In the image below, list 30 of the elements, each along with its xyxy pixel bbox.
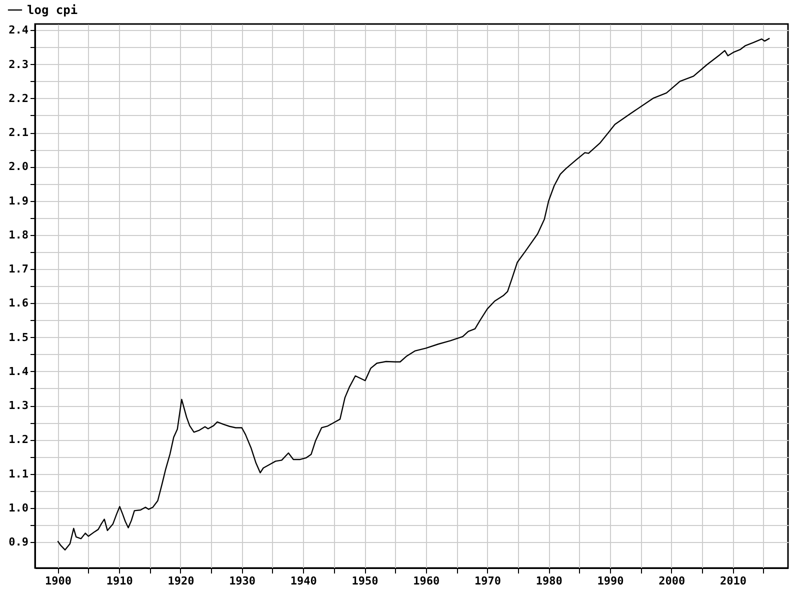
y-tick-label: 1.3: [8, 399, 28, 412]
x-tick-label: 1990: [597, 574, 624, 588]
y-tick-label: 1.2: [8, 433, 28, 446]
y-tick-label: 2.4: [8, 24, 29, 37]
x-tick-label: 2000: [658, 574, 686, 588]
y-tick-label: 1.8: [8, 228, 28, 242]
x-tick-label: 1900: [44, 574, 72, 588]
y-tick-label: 1.6: [8, 296, 29, 310]
y-tick-label: 1.5: [8, 330, 28, 344]
x-tick-label: 1920: [168, 574, 194, 588]
y-tick-label: 1.0: [8, 501, 28, 514]
x-tick-label: 1960: [413, 574, 440, 588]
x-tick-label: 2010: [720, 574, 747, 588]
y-tick-label: 1.7: [8, 262, 28, 276]
y-tick-label: 0.9: [8, 536, 28, 549]
x-tick-label: 1980: [536, 574, 562, 588]
x-tick-label: 1950: [352, 574, 378, 588]
y-tick-label: 2.0: [8, 160, 28, 174]
y-tick-label: 2.1: [8, 126, 29, 140]
x-tick-label: 1970: [474, 574, 502, 588]
y-tick-label: 1.1: [8, 467, 29, 480]
y-tick-label: 1.9: [8, 194, 28, 208]
x-tick-label: 1930: [229, 574, 256, 588]
x-tick-label: 1910: [106, 574, 133, 588]
y-tick-label: 2.2: [8, 92, 28, 105]
x-tick-label: 1940: [290, 574, 317, 588]
legend-label: log cpi: [27, 3, 78, 17]
line-series: [57, 38, 770, 551]
y-tick-label: 1.4: [8, 364, 29, 378]
y-tick-label: 2.3: [8, 58, 28, 71]
